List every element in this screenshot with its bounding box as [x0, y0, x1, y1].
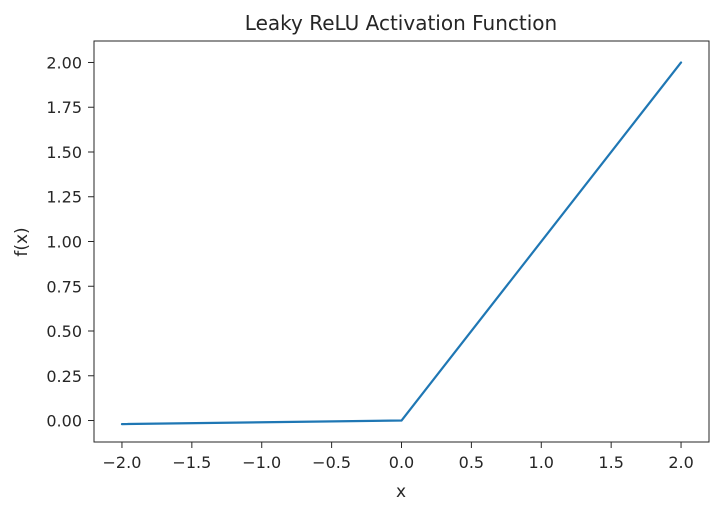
- x-tick-label: −1.5: [172, 453, 211, 472]
- x-tick-label: 1.0: [529, 453, 554, 472]
- y-tick-label: 2.00: [46, 53, 82, 72]
- x-tick-label: 0.0: [389, 453, 414, 472]
- x-axis-label: x: [396, 482, 406, 502]
- y-tick-label: 0.75: [46, 277, 82, 296]
- y-tick-label: 1.75: [46, 98, 82, 117]
- y-tick-label: 0.00: [46, 412, 82, 431]
- x-tick-label: −0.5: [312, 453, 351, 472]
- y-axis-ticks: 0.00 0.25 0.50 0.75 1.00 1.25 1.50 1.75 2.00: [46, 53, 94, 431]
- x-axis-ticks: −2.0 −1.5 −1.0 −0.5 0.0 0.5 1.0 1.5 2.0: [103, 442, 694, 472]
- y-tick-label: 1.00: [46, 233, 82, 252]
- plot-area: [93, 40, 710, 443]
- series-line: [120, 61, 683, 426]
- y-tick-label: 0.25: [46, 367, 82, 386]
- y-tick-label: 0.50: [46, 322, 82, 341]
- x-tick-label: 0.5: [459, 453, 484, 472]
- chart-title: Leaky ReLU Activation Function: [245, 11, 557, 35]
- series-group: [120, 61, 683, 426]
- x-tick-label: −2.0: [103, 453, 142, 472]
- y-tick-label: 1.50: [46, 143, 82, 162]
- x-tick-label: 1.5: [598, 453, 623, 472]
- x-tick-label: −1.0: [242, 453, 281, 472]
- x-tick-label: 2.0: [668, 453, 693, 472]
- y-tick-label: 1.25: [46, 188, 82, 207]
- y-axis-label: f(x): [12, 227, 32, 256]
